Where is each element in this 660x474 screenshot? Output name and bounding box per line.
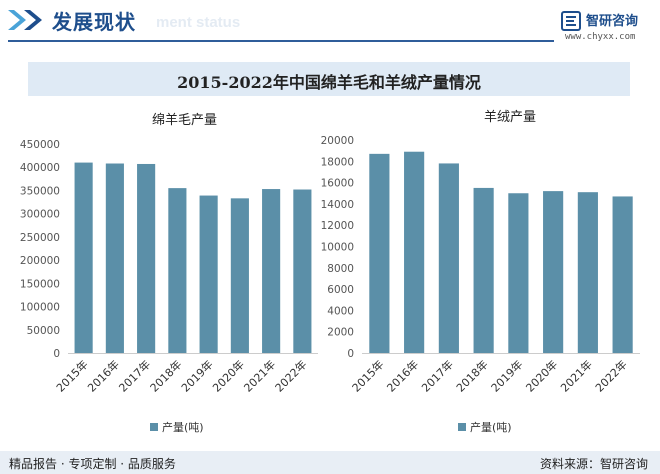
x-tick-label: 2015年 bbox=[53, 357, 90, 394]
chart-1-title: 绵羊毛产量 bbox=[152, 112, 217, 128]
legend-label: 产量(吨) bbox=[470, 420, 512, 434]
section-title: 发展现状 bbox=[52, 10, 136, 34]
y-tick-label: 2000 bbox=[327, 327, 354, 339]
brand-logo-icon bbox=[561, 11, 581, 31]
bar-2018年 bbox=[168, 188, 187, 353]
legend-swatch bbox=[458, 423, 466, 431]
y-tick-label: 0 bbox=[347, 348, 354, 360]
y-tick-label: 250000 bbox=[20, 232, 60, 244]
x-tick-label: 2018年 bbox=[147, 357, 184, 394]
bar-2021年 bbox=[262, 189, 281, 353]
x-tick-label: 2018年 bbox=[453, 357, 490, 394]
y-tick-label: 18000 bbox=[321, 156, 354, 168]
chart-2-title: 羊绒产量 bbox=[484, 109, 536, 125]
bar-2019年 bbox=[199, 195, 218, 353]
header-divider bbox=[8, 40, 554, 42]
chart-main-title: 2015-2022年中国绵羊毛和羊绒产量情况 bbox=[177, 73, 481, 92]
y-tick-label: 450000 bbox=[20, 139, 60, 151]
bar-2017年 bbox=[438, 163, 459, 353]
x-tick-label: 2015年 bbox=[349, 357, 386, 394]
bar-2016年 bbox=[404, 151, 425, 353]
bar-2017年 bbox=[137, 163, 156, 353]
bar-2022年 bbox=[293, 189, 312, 353]
chart-title-band: 2015-2022年中国绵羊毛和羊绒产量情况 bbox=[28, 62, 630, 96]
y-tick-label: 0 bbox=[53, 348, 60, 360]
x-tick-label: 2020年 bbox=[523, 357, 560, 394]
legend-label: 产量(吨) bbox=[162, 420, 204, 434]
x-tick-label: 2021年 bbox=[558, 357, 595, 394]
bar-2020年 bbox=[543, 191, 564, 353]
y-tick-label: 6000 bbox=[327, 284, 354, 296]
y-tick-label: 14000 bbox=[321, 199, 354, 211]
brand-url: www.chyxx.com bbox=[565, 32, 636, 42]
y-tick-label: 200000 bbox=[20, 255, 60, 267]
y-tick-label: 16000 bbox=[321, 178, 354, 190]
bar-2022年 bbox=[612, 196, 633, 353]
y-tick-label: 12000 bbox=[321, 220, 354, 232]
x-tick-label: 2020年 bbox=[210, 357, 247, 394]
y-tick-label: 100000 bbox=[20, 302, 60, 314]
bar-2018年 bbox=[473, 187, 494, 353]
x-tick-label: 2017年 bbox=[116, 357, 153, 394]
x-tick-label: 2019年 bbox=[488, 357, 525, 394]
x-tick-label: 2016年 bbox=[384, 357, 421, 394]
x-tick-label: 2017年 bbox=[419, 357, 456, 394]
footer-source: 资料来源：智研咨询 bbox=[539, 457, 648, 471]
bar-2019年 bbox=[508, 193, 529, 353]
page-header: 发展现状 ment status 智研咨询 www.chyxx.com bbox=[0, 0, 660, 44]
page-footer: 精品报告 · 专项定制 · 品质服务 资料来源：智研咨询 bbox=[0, 451, 660, 474]
bar-2015年 bbox=[369, 153, 390, 353]
y-tick-label: 8000 bbox=[327, 263, 354, 275]
y-tick-label: 4000 bbox=[327, 305, 354, 317]
bar-2020年 bbox=[230, 198, 249, 353]
legend-swatch bbox=[150, 423, 158, 431]
x-tick-label: 2022年 bbox=[592, 357, 629, 394]
y-tick-label: 300000 bbox=[20, 209, 60, 221]
footer-slogan: 精品报告 · 专项定制 · 品质服务 bbox=[9, 457, 176, 471]
x-tick-label: 2022年 bbox=[272, 357, 309, 394]
section-subtitle-ghost: ment status bbox=[156, 14, 241, 31]
bar-2015年 bbox=[74, 162, 93, 353]
bar-2016年 bbox=[105, 163, 124, 353]
bar-2021年 bbox=[577, 192, 598, 353]
y-tick-label: 50000 bbox=[27, 325, 60, 337]
y-tick-label: 350000 bbox=[20, 185, 60, 197]
y-tick-label: 10000 bbox=[321, 242, 354, 254]
y-tick-label: 20000 bbox=[321, 135, 354, 147]
x-tick-label: 2016年 bbox=[85, 357, 122, 394]
x-tick-label: 2021年 bbox=[241, 357, 278, 394]
y-tick-label: 150000 bbox=[20, 278, 60, 290]
double-chevron-icon bbox=[8, 10, 42, 30]
y-tick-label: 400000 bbox=[20, 162, 60, 174]
x-tick-label: 2019年 bbox=[178, 357, 215, 394]
brand-name: 智研咨询 bbox=[586, 14, 639, 29]
